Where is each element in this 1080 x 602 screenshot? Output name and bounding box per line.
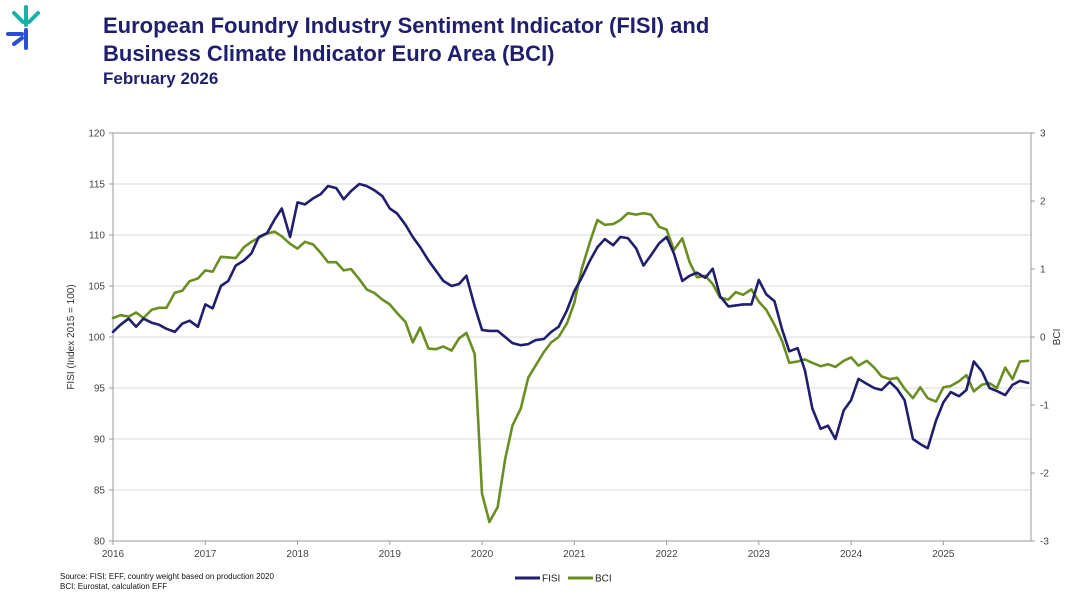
legend-bci-label: BCI bbox=[595, 574, 612, 585]
y-axis-title: FISI (Index 2015 = 100) bbox=[66, 284, 77, 389]
source-line-1: Source: FISI: EFF, country weight based … bbox=[60, 572, 274, 581]
y-axis-right: -3 -2 -1 0 1 2 3 bbox=[1031, 129, 1049, 548]
logo-stroke bbox=[12, 36, 24, 46]
x-tick-label: 2021 bbox=[563, 549, 586, 560]
y-tick-label: 80 bbox=[94, 537, 106, 548]
y-tick-label: 90 bbox=[94, 435, 106, 446]
x-tick-label: 2016 bbox=[102, 549, 125, 560]
y2-tick-label: 2 bbox=[1040, 197, 1046, 208]
x-axis: 2016 2017 2018 2019 2020 2021 2022 2023 2024 2025 bbox=[102, 541, 955, 560]
y-tick-label: 85 bbox=[94, 486, 106, 497]
source-note: Source: FISI: EFF, country weight based … bbox=[60, 572, 274, 592]
y-tick-label: 100 bbox=[88, 333, 105, 344]
x-tick-label: 2023 bbox=[748, 549, 771, 560]
y2-tick-label: -2 bbox=[1040, 469, 1049, 480]
x-tick-label: 2019 bbox=[379, 549, 402, 560]
y2-tick-label: 0 bbox=[1040, 333, 1046, 344]
logo-stroke bbox=[12, 11, 25, 24]
x-tick-label: 2020 bbox=[471, 549, 494, 560]
y2-tick-label: 1 bbox=[1040, 265, 1046, 276]
y2-tick-label: -1 bbox=[1040, 401, 1049, 412]
logo-stroke bbox=[27, 11, 40, 24]
legend-fisi-label: FISI bbox=[542, 574, 560, 585]
source-line-2: BCI: Eurostat, calculation EFF bbox=[60, 582, 168, 591]
eff-logo-icon bbox=[4, 4, 48, 52]
chart-subtitle: February 2026 bbox=[103, 69, 219, 88]
y2-tick-label: 3 bbox=[1040, 129, 1046, 140]
series-line-bci bbox=[111, 211, 1030, 524]
y-tick-label: 105 bbox=[88, 282, 105, 293]
series-line-fisi bbox=[111, 182, 1030, 450]
y-tick-label: 110 bbox=[89, 231, 105, 242]
x-tick-label: 2024 bbox=[840, 549, 863, 560]
gridlines bbox=[113, 132, 1031, 542]
y2-tick-label: -3 bbox=[1040, 537, 1049, 548]
x-tick-label: 2017 bbox=[194, 549, 217, 560]
chart-header: European Foundry Industry Sentiment Indi… bbox=[103, 12, 709, 90]
y-tick-label: 120 bbox=[88, 129, 105, 140]
chart-title-line-2: Business Climate Indicator Euro Area (BC… bbox=[103, 41, 555, 66]
y-tick-label: 115 bbox=[89, 180, 105, 191]
y2-axis-title: BCI bbox=[1052, 329, 1063, 346]
y-tick-label: 95 bbox=[94, 384, 106, 395]
y-axis-left: 80 85 90 95 100 105 110 115 120 bbox=[88, 129, 113, 548]
x-tick-label: 2025 bbox=[932, 549, 955, 560]
chart-title-line-1: European Foundry Industry Sentiment Indi… bbox=[103, 13, 710, 38]
x-tick-label: 2018 bbox=[286, 549, 309, 560]
series-layer bbox=[111, 182, 1030, 524]
legend: FISI BCI bbox=[515, 574, 612, 585]
x-tick-label: 2022 bbox=[655, 549, 678, 560]
